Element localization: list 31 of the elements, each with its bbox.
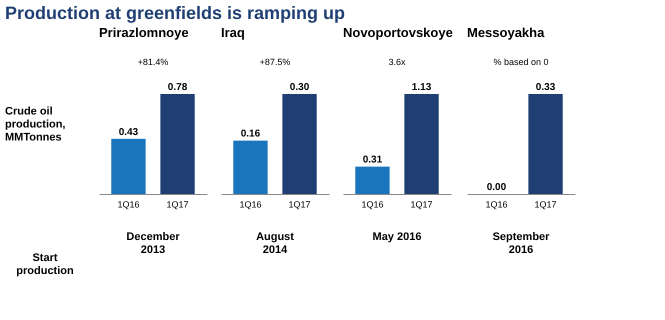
data-label: 0.33: [536, 82, 556, 93]
chart-subtitle: Iraq: [221, 25, 245, 40]
x-tick-label: 1Q16: [117, 200, 140, 210]
x-tick-label: 1Q17: [410, 200, 433, 210]
x-tick-label: 1Q16: [485, 200, 508, 210]
text: 3.6x: [388, 57, 406, 67]
chart-subtitle: Novoportovskoye: [343, 25, 453, 40]
data-label: 0.43: [118, 126, 139, 138]
chart-subtitle: Prirazlomnoye: [99, 25, 189, 40]
x-tick-label: 1Q17: [288, 200, 311, 210]
x-tick-label: 1Q17: [166, 200, 189, 210]
data-label: 0.78: [168, 82, 188, 93]
text: Start production: [16, 252, 74, 277]
y-axis-title: Crude oil production, MMTonnes: [5, 106, 66, 144]
chart-subtitle: Messoyakha: [467, 25, 546, 40]
text: May 2016: [372, 231, 422, 243]
x-tick-label: 1Q16: [239, 200, 262, 210]
text: August 2014: [256, 231, 294, 256]
text: December 2013: [126, 231, 180, 256]
chart-title: Production at greenfields is ramping up: [5, 3, 346, 23]
data-label: 0.30: [290, 82, 310, 93]
data-label: 1.13: [412, 82, 432, 93]
text: % based on 0: [493, 57, 549, 67]
data-label: 0.31: [362, 154, 383, 166]
text: September 2016: [492, 231, 550, 256]
text: +81.4%: [138, 57, 168, 67]
data-label: 0.16: [240, 128, 261, 140]
data-label: 0.00: [486, 182, 507, 193]
x-tick-label: 1Q16: [361, 200, 384, 210]
text: +87.5%: [260, 57, 290, 67]
x-tick-label: 1Q17: [534, 200, 557, 210]
